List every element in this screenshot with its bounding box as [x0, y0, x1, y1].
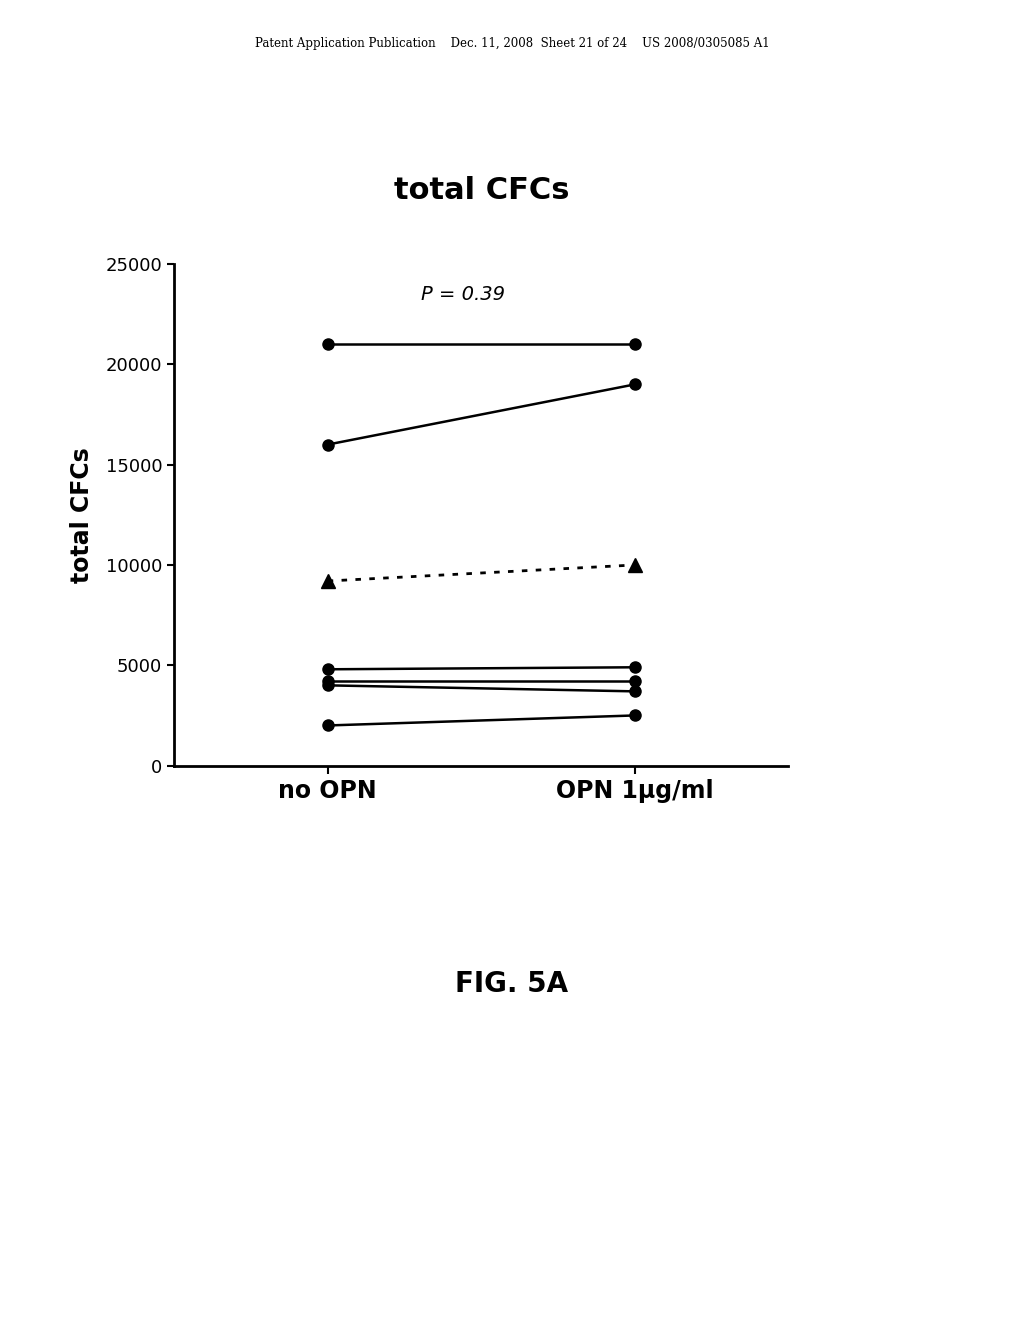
Text: total CFCs: total CFCs [393, 176, 569, 205]
Text: FIG. 5A: FIG. 5A [456, 970, 568, 998]
Text: P = 0.39: P = 0.39 [421, 285, 505, 304]
Y-axis label: total CFCs: total CFCs [71, 447, 94, 582]
Text: Patent Application Publication    Dec. 11, 2008  Sheet 21 of 24    US 2008/03050: Patent Application Publication Dec. 11, … [255, 37, 769, 50]
